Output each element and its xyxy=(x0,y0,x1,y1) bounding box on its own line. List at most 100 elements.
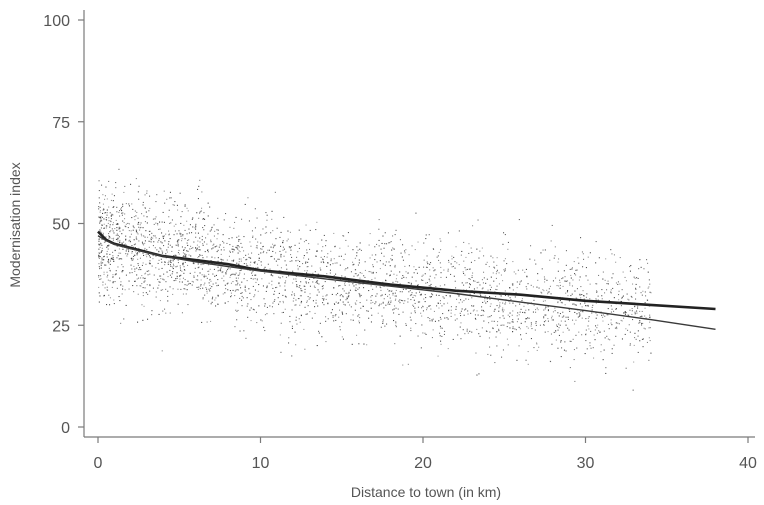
scatter-point xyxy=(184,229,186,231)
scatter-point xyxy=(267,249,269,251)
scatter-point xyxy=(620,319,622,321)
scatter-point xyxy=(504,303,506,305)
scatter-point xyxy=(182,264,184,266)
scatter-point xyxy=(564,341,566,343)
scatter-point xyxy=(425,333,427,335)
scatter-point xyxy=(649,327,651,329)
scatter-point xyxy=(454,319,456,321)
scatter-point xyxy=(355,284,357,286)
scatter-point xyxy=(121,293,123,295)
scatter-point xyxy=(591,306,593,308)
scatter-point xyxy=(112,257,114,259)
scatter-point xyxy=(460,310,462,312)
scatter-point xyxy=(475,352,477,354)
scatter-point xyxy=(178,253,180,255)
scatter-point xyxy=(564,304,566,306)
scatter-point xyxy=(176,277,178,279)
scatter-point xyxy=(355,290,357,292)
scatter-point xyxy=(340,294,342,296)
scatter-point xyxy=(439,325,441,327)
scatter-point xyxy=(197,275,199,277)
scatter-point xyxy=(356,275,358,277)
scatter-point xyxy=(432,318,434,320)
scatter-point xyxy=(332,315,334,317)
scatter-point xyxy=(472,305,474,307)
scatter-point xyxy=(422,332,424,334)
scatter-point xyxy=(402,275,404,277)
scatter-point xyxy=(252,285,254,287)
scatter-point xyxy=(551,317,553,319)
scatter-point xyxy=(504,270,506,272)
scatter-point xyxy=(439,316,441,318)
scatter-point xyxy=(346,297,348,299)
scatter-point xyxy=(357,288,359,290)
scatter-point xyxy=(235,309,237,311)
scatter-point xyxy=(546,289,548,291)
scatter-point xyxy=(209,268,211,270)
scatter-point xyxy=(332,263,334,265)
scatter-point xyxy=(297,251,299,253)
scatter-point xyxy=(223,280,225,282)
scatter-point xyxy=(509,316,511,318)
scatter-point xyxy=(195,223,197,225)
scatter-point xyxy=(411,245,413,247)
scatter-point xyxy=(534,259,536,261)
scatter-point xyxy=(419,301,421,303)
scatter-point xyxy=(162,235,164,237)
scatter-point xyxy=(557,329,559,331)
scatter-point xyxy=(439,238,441,240)
scatter-point xyxy=(203,229,205,231)
scatter-point xyxy=(520,308,522,310)
scatter-point xyxy=(138,247,140,249)
scatter-point xyxy=(333,287,335,289)
scatter-point xyxy=(558,258,560,260)
x-tick-label: 20 xyxy=(414,455,432,472)
scatter-point xyxy=(179,233,181,235)
scatter-point xyxy=(389,274,391,276)
scatter-point xyxy=(347,293,349,295)
scatter-point xyxy=(224,292,226,294)
scatter-point xyxy=(295,260,297,262)
scatter-point xyxy=(99,206,101,208)
scatter-point xyxy=(440,318,442,320)
scatter-point xyxy=(294,244,296,246)
scatter-point xyxy=(399,291,401,293)
scatter-point xyxy=(567,295,569,297)
scatter-point xyxy=(98,257,100,259)
scatter-point xyxy=(151,314,153,316)
scatter-point xyxy=(478,257,480,259)
scatter-point xyxy=(619,257,621,259)
scatter-point xyxy=(306,266,308,268)
scatter-point xyxy=(542,289,544,291)
scatter-point xyxy=(298,286,300,288)
scatter-point xyxy=(182,234,184,236)
scatter-point xyxy=(304,285,306,287)
scatter-point xyxy=(146,216,148,218)
scatter-point xyxy=(447,232,449,234)
scatter-point xyxy=(153,241,155,243)
scatter-point xyxy=(464,267,466,269)
scatter-point xyxy=(252,278,254,280)
scatter-point xyxy=(143,235,145,237)
scatter-point xyxy=(598,257,600,259)
scatter-point xyxy=(135,229,137,231)
scatter-point xyxy=(534,329,536,331)
scatter-point xyxy=(215,305,217,307)
scatter-point xyxy=(216,229,218,231)
scatter-point xyxy=(495,296,497,298)
scatter-point xyxy=(167,262,169,264)
scatter-point xyxy=(382,322,384,324)
scatter-point xyxy=(268,282,270,284)
scatter-point xyxy=(399,239,401,241)
scatter-point xyxy=(109,270,111,272)
scatter-point xyxy=(639,259,641,261)
scatter-point xyxy=(108,267,110,269)
scatter-point xyxy=(564,276,566,278)
scatter-point xyxy=(498,283,500,285)
scatter-point xyxy=(372,288,374,290)
scatter-point xyxy=(300,302,302,304)
scatter-point xyxy=(220,258,222,260)
scatter-point xyxy=(121,210,123,212)
scatter-point xyxy=(145,292,147,294)
scatter-point xyxy=(602,278,604,280)
